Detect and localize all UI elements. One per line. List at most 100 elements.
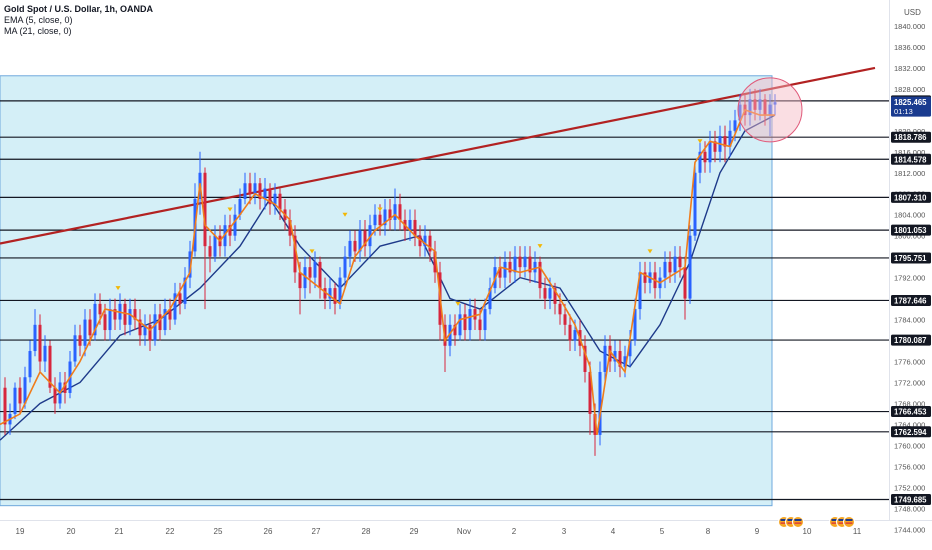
x-tick-label-10: 2	[512, 527, 517, 536]
candle-14	[73, 324, 77, 367]
candle-133	[668, 251, 672, 283]
time-axis[interactable]: 19 20 21 22 25 26 27 28 29 Nov 2 3 4 5 8 9 10 11	[16, 527, 862, 536]
price-badge-11: 1749.685	[891, 493, 931, 505]
candle-104	[523, 246, 527, 278]
candle-16	[83, 309, 87, 357]
price-badge-6: 1795.751	[891, 252, 931, 264]
candle-108	[543, 277, 547, 310]
svg-text:1825.465: 1825.465	[894, 98, 927, 107]
candle-135	[678, 246, 682, 278]
candle-31	[158, 303, 162, 341]
candle-86	[433, 240, 437, 283]
signal-marker-1	[227, 207, 233, 212]
candle-33	[168, 298, 172, 331]
candle-60	[303, 256, 307, 299]
candle-137	[688, 225, 692, 304]
candle-150	[753, 88, 757, 121]
svg-text:1814.578: 1814.578	[894, 155, 927, 164]
candle-18	[93, 293, 97, 341]
candle-72	[363, 219, 367, 257]
svg-text:1766.453: 1766.453	[894, 408, 927, 417]
candle-54	[273, 183, 277, 215]
candle-55	[278, 188, 282, 220]
candle-34	[173, 282, 177, 325]
candle-79	[398, 193, 402, 231]
candle-82	[413, 209, 417, 247]
signal-marker-8	[697, 139, 703, 144]
candle-84	[423, 225, 427, 257]
x-tick-label-6: 27	[312, 527, 321, 536]
event-icon-5[interactable]	[843, 516, 855, 528]
chart-legend: Gold Spot / U.S. Dollar, 1h, OANDA EMA (…	[4, 4, 153, 37]
candle-32	[163, 298, 167, 336]
candle-0	[3, 377, 7, 435]
y-tick-label-9: 1804.000	[894, 211, 925, 220]
candle-138	[693, 162, 697, 241]
ma-legend: MA (21, close, 0)	[4, 26, 72, 36]
price-badge-5: 1801.053	[891, 224, 931, 236]
y-tick-label-21: 1756.000	[894, 462, 925, 471]
x-tick-label-5: 26	[264, 527, 273, 536]
candle-83	[418, 225, 422, 257]
y-tick-label-17: 1772.000	[894, 378, 925, 387]
candle-57	[288, 209, 292, 247]
signal-marker-5	[455, 301, 461, 306]
price-badge-8: 1780.087	[891, 334, 931, 346]
candle-94	[473, 298, 477, 331]
svg-text:1762.594: 1762.594	[894, 428, 927, 437]
event-icons[interactable]	[778, 516, 855, 528]
candle-152	[763, 94, 767, 126]
candle-71	[358, 219, 362, 262]
event-icon-2[interactable]	[792, 516, 804, 528]
price-badge-7: 1787.646	[891, 294, 931, 306]
candle-42	[213, 225, 217, 262]
flags-layer	[115, 139, 703, 306]
candle-154	[773, 94, 777, 116]
x-tick-label-9: Nov	[457, 527, 471, 536]
candle-77	[388, 198, 392, 231]
candle-51	[258, 178, 262, 210]
ema-line[interactable]	[0, 108, 775, 436]
candle-145	[728, 120, 732, 158]
candle-96	[483, 298, 487, 341]
candle-97	[488, 277, 492, 315]
highlight-circle[interactable]	[737, 77, 803, 143]
candle-61	[308, 256, 312, 294]
trendline[interactable]	[0, 66, 876, 245]
candle-36	[183, 267, 187, 310]
y-tick-label-10: 1800.000	[894, 232, 925, 241]
candle-41	[208, 235, 212, 273]
candle-48	[243, 172, 247, 205]
price-badge-2: 1818.786	[891, 131, 931, 143]
candle-113	[568, 314, 572, 352]
candle-65	[328, 277, 332, 310]
candle-9	[48, 340, 52, 393]
candle-112	[563, 303, 567, 336]
candle-119	[598, 361, 602, 446]
price-badge-3: 1814.578	[891, 153, 931, 165]
candle-91	[458, 303, 462, 341]
candle-120	[603, 335, 607, 383]
candle-62	[313, 251, 317, 289]
x-tick-label-7: 28	[362, 527, 371, 536]
candle-7	[38, 314, 42, 372]
svg-text:1749.685: 1749.685	[894, 495, 927, 504]
candle-107	[538, 256, 542, 299]
y-tick-label-22: 1752.000	[894, 483, 925, 492]
range-box-layer	[0, 75, 773, 507]
svg-text:1801.053: 1801.053	[894, 226, 927, 235]
candle-29	[148, 314, 152, 352]
candle-27	[138, 309, 142, 346]
candle-116	[583, 335, 587, 383]
candle-149	[748, 88, 752, 126]
candle-68	[343, 246, 347, 289]
y-tick-label-14: 1784.000	[894, 316, 925, 325]
candle-37	[188, 240, 192, 289]
candle-53	[268, 183, 272, 215]
candle-66	[333, 282, 337, 315]
candle-105	[528, 246, 532, 283]
candle-22	[113, 298, 117, 331]
x-tick-label-8: 29	[410, 527, 419, 536]
